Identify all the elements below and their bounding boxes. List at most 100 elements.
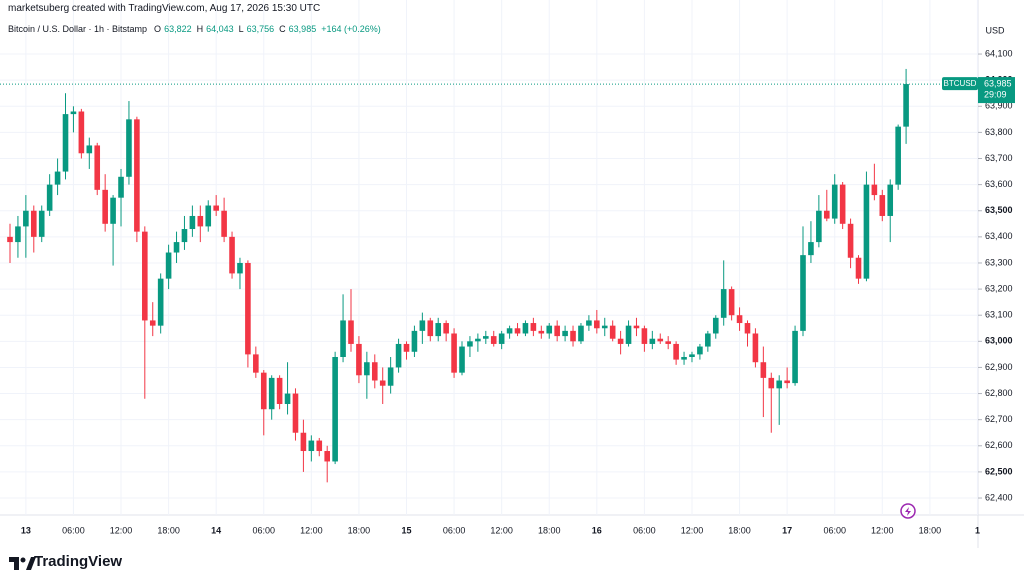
candle-body [149, 320, 156, 326]
candle-body [728, 289, 735, 316]
candle-body [78, 111, 85, 154]
candle-body [514, 328, 521, 334]
x-tick-label: 12:00 [681, 525, 704, 535]
candle-body [173, 242, 180, 253]
x-tick-label: 14 [211, 525, 221, 535]
x-tick-label: 06:00 [252, 525, 275, 535]
candle-body [371, 362, 378, 381]
candle-body [86, 145, 93, 154]
brand-name: TradingView [34, 553, 123, 570]
candle-body [62, 114, 69, 172]
candle-body [292, 393, 299, 433]
symbol-title: Bitcoin / U.S. Dollar · 1h · Bitstamp [8, 24, 148, 34]
candle-body [403, 343, 410, 352]
candle-body [284, 393, 291, 405]
candle-body [601, 325, 608, 329]
legend-key: O [154, 24, 162, 34]
candles [7, 68, 909, 483]
candle-body [800, 255, 806, 331]
candle-body [308, 440, 315, 452]
y-tick-label: 63,500 [985, 205, 1013, 215]
candle-body [46, 184, 53, 211]
candle-body [165, 252, 172, 279]
candle-body [260, 372, 267, 410]
candle-body [586, 320, 592, 326]
candle-body [475, 338, 481, 342]
candle-body [443, 323, 449, 334]
candle-body [324, 451, 330, 462]
legend-value: 63,985 [288, 24, 317, 34]
candle-body [546, 325, 553, 334]
candle-body [126, 119, 132, 177]
attribution: marketsuberg created with TradingView.co… [8, 3, 321, 14]
candle-body [498, 333, 505, 344]
logo-dot [20, 557, 26, 563]
candle-body [776, 380, 783, 389]
candle-body [356, 343, 362, 376]
candle-body [157, 278, 164, 326]
x-tick-label: 18:00 [348, 525, 371, 535]
x-tick-label: 12:00 [300, 525, 323, 535]
x-tick-label: 06:00 [62, 525, 85, 535]
candle-body [348, 320, 354, 344]
currency-label: USD [985, 25, 1005, 35]
candle-body [15, 226, 21, 243]
candle-body [340, 320, 346, 357]
icon-bolt[interactable] [905, 507, 911, 516]
candle-body [54, 171, 61, 185]
symbol-tag-label: BTCUSD [944, 79, 977, 88]
y-tick-label: 64,100 [985, 48, 1013, 58]
candle-body [300, 432, 307, 452]
candle-body [657, 338, 664, 342]
candle-body [435, 323, 442, 337]
candle-body [229, 236, 235, 274]
candle-body [720, 289, 727, 318]
candle-body [142, 231, 148, 321]
x-tick-label: 06:00 [823, 525, 846, 535]
candle-body [633, 325, 640, 329]
legend-change: +164 (+0.26%) [321, 24, 381, 34]
candle-body [538, 330, 545, 334]
candle-body [245, 262, 251, 355]
replay-icon[interactable] [900, 503, 916, 519]
candle-body [831, 184, 838, 219]
candle-body [903, 84, 909, 127]
logo-shape [26, 557, 36, 570]
x-tick-label: 12:00 [490, 525, 513, 535]
candle-body [887, 184, 894, 216]
candle-body [395, 343, 402, 368]
candle-body [189, 215, 196, 230]
candle-body [705, 333, 711, 347]
candle-body [237, 262, 243, 274]
y-tick-label: 62,400 [985, 492, 1013, 502]
candle-body [316, 440, 323, 452]
candle-body [102, 189, 108, 224]
y-tick-label: 62,900 [985, 362, 1013, 372]
y-tick-label: 63,400 [985, 231, 1013, 241]
candle-body [562, 330, 568, 337]
candle-body [760, 362, 767, 378]
candle-body [744, 323, 751, 334]
legend-value: 64,043 [206, 24, 234, 34]
y-tick-label: 63,600 [985, 179, 1013, 189]
candle-body [483, 336, 489, 339]
y-tick-label: 63,700 [985, 153, 1013, 163]
candle-body [205, 205, 212, 227]
candle-body [411, 330, 418, 352]
x-tick-label: 18:00 [919, 525, 942, 535]
candle-body [792, 330, 798, 384]
x-tick-label: 18:00 [157, 525, 180, 535]
x-tick-label: 06:00 [633, 525, 656, 535]
x-tick-label: 06:00 [443, 525, 466, 535]
candle-body [784, 380, 790, 384]
candle-body [490, 336, 497, 344]
candle-body [752, 333, 759, 363]
candle-body [30, 210, 37, 237]
candle-body [736, 315, 743, 324]
price-tag-countdown: 29:09 [984, 89, 1007, 99]
candle-body [427, 320, 434, 337]
candle-body [364, 362, 370, 376]
candle-body [863, 184, 870, 279]
